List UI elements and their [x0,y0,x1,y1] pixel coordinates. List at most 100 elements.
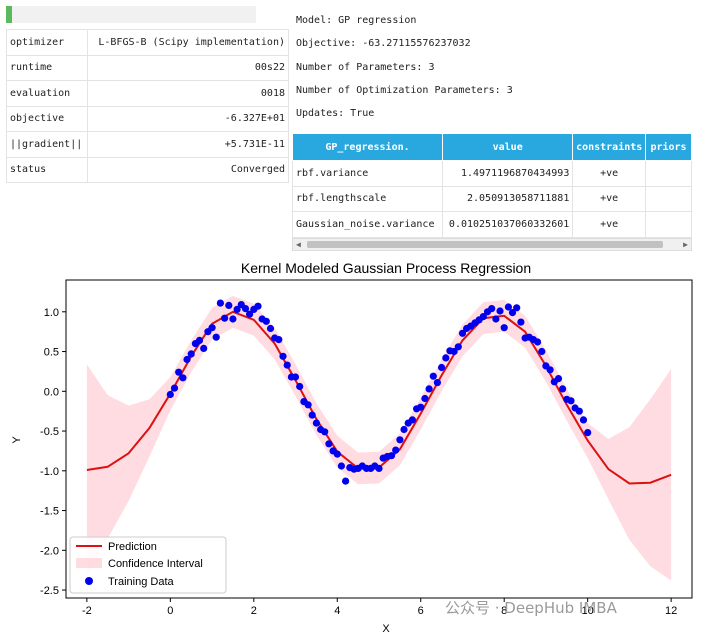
optimizer-table: optimizer L-BFGS-B (Scipy implementation)… [6,29,289,183]
optimizer-key: runtime [6,54,88,81]
training-point [387,452,396,460]
table-row: evaluation 0018 [6,80,289,107]
y-tick-label: 0.5 [44,347,59,359]
x-tick-label: 0 [167,605,173,617]
param-constraint: +ve [572,211,647,238]
training-point [375,464,383,472]
training-point [233,305,241,313]
training-point [400,425,408,434]
gp-regression-chart: Kernel Modeled Gaussian Process Regressi… [11,260,693,635]
header-gp-regression: GP_regression. [292,133,443,161]
param-value: 2.050913058711881 [441,185,574,212]
training-point [312,419,320,427]
training-point [170,384,179,392]
table-row: ||gradient|| +5.731E-11 [6,131,289,158]
y-tick-label: 0.0 [44,386,59,398]
training-point [241,305,250,313]
training-point [546,366,554,374]
training-point [504,303,512,311]
header-priors: priors [645,133,692,161]
y-tick-label: -1.0 [40,466,59,478]
header-value: value [441,133,574,161]
training-point [450,347,458,356]
training-point [488,305,496,313]
training-point [187,350,195,358]
training-point [291,373,300,381]
chart-title: Kernel Modeled Gaussian Process Regressi… [241,260,531,276]
y-tick-label: 1.0 [44,307,59,319]
scrollbar-thumb[interactable] [307,241,663,248]
training-point [425,385,433,393]
legend-box [69,536,227,594]
table-row: optimizer L-BFGS-B (Scipy implementation) [6,29,289,56]
training-point [208,324,216,332]
param-table: GP_regression. value constraints priors … [292,133,692,238]
horizontal-scrollbar[interactable]: ◀ ▶ [292,238,692,251]
optimizer-key: status [6,156,88,183]
training-point [517,318,525,326]
training-point [216,299,224,307]
watermark: 公众号 · DeepHub IMBA [445,599,617,617]
training-point [321,428,329,436]
x-tick-label: 12 [665,605,677,617]
y-tick-label: -0.5 [40,426,59,438]
table-header-row: GP_regression. value constraints priors [292,133,692,161]
training-point [262,317,270,325]
legend: Prediction Confidence Interval Training … [69,536,227,594]
training-point [175,368,183,376]
legend-ci-label: Confidence Interval [108,558,203,570]
training-point [179,374,187,382]
training-point [584,429,592,437]
table-row: rbf.lengthscale 2.050913058711881 +ve [292,185,692,212]
training-point [513,304,521,312]
optimizer-value: 0018 [87,80,289,107]
training-point [166,390,174,399]
param-value: 1.4971196870434993 [441,160,574,187]
optimizer-value: L-BFGS-B (Scipy implementation) [87,29,289,56]
training-point [200,344,208,352]
x-axis-label: X [382,623,390,635]
legend-training-label: Training Data [108,576,175,588]
legend-training-swatch [85,577,93,585]
y-tick-label: -2.5 [40,585,59,597]
optimizer-value: +5.731E-11 [87,131,289,158]
y-axis-label: Y [11,436,23,444]
training-point [254,302,262,310]
model-updates: Updates: True [296,108,375,120]
training-point [246,310,254,318]
x-tick-label: 8 [501,605,507,617]
optimizer-value: Converged [87,156,289,183]
param-name: rbf.lengthscale [292,185,443,212]
param-prior [645,160,692,187]
training-point [333,450,341,458]
training-point [183,355,191,364]
training-point [212,333,220,341]
training-point [458,329,467,337]
training-point [417,403,425,411]
legend-prediction-label: Prediction [108,541,157,553]
training-point [283,361,291,369]
training-point [279,352,287,360]
param-name: Gaussian_noise.variance [292,211,443,238]
model-num-opt-params: Number of Optimization Parameters: 3 [296,84,513,96]
training-point [342,477,350,485]
training-point [229,315,237,323]
param-prior [645,211,692,238]
training-point [567,397,575,405]
table-row: runtime 00s22 [6,54,289,81]
param-table-container[interactable]: GP_regression. value constraints priors … [292,133,692,251]
training-point [429,372,437,380]
x-tick-label: 4 [334,605,340,617]
training-point [308,411,316,419]
model-info: Model: GP regression Objective: -63.2711… [296,9,513,125]
training-point [408,416,416,424]
scroll-right-icon[interactable]: ▶ [683,240,688,249]
optimizer-key: ||gradient|| [6,131,88,158]
training-point [575,407,583,415]
training-point [492,315,500,323]
plot-frame [65,279,693,599]
training-point [442,354,450,362]
param-value: 0.010251037060332601 [441,211,574,238]
legend-ci-swatch [76,558,102,568]
scroll-left-icon[interactable]: ◀ [296,240,301,249]
